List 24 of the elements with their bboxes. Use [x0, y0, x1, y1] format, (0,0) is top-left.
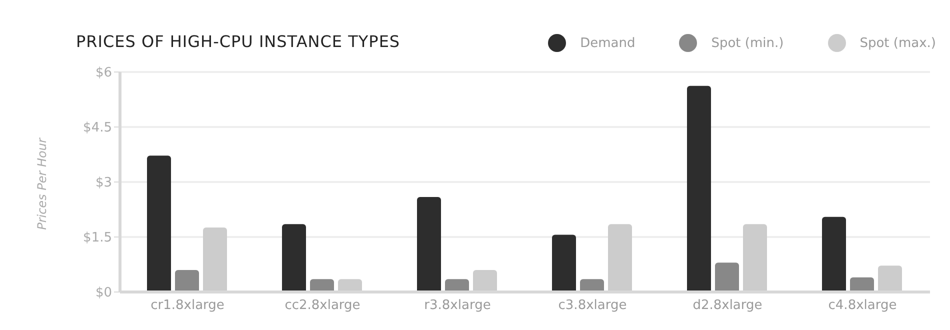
y-tick-label: $1.5 — [83, 230, 112, 246]
bar — [715, 262, 739, 292]
chart-title: PRICES OF HIGH-CPU INSTANCE TYPES — [76, 32, 400, 51]
x-tick-label: cr1.8xlarge — [150, 298, 224, 314]
x-tick-label: r3.8xlarge — [424, 298, 491, 314]
legend-label: Demand — [580, 36, 636, 50]
x-tick-label: cc2.8xlarge — [284, 298, 360, 314]
y-tick-label: $0 — [95, 286, 112, 301]
y-tick-label: $3 — [95, 176, 112, 191]
bar — [552, 234, 576, 292]
legend-label: Spot (min.) — [711, 36, 784, 50]
bar — [282, 224, 306, 292]
x-tick-label: d2.8xlarge — [692, 298, 762, 314]
legend-label: Spot (max.) — [860, 36, 936, 50]
x-tick-label: c4.8xlarge — [828, 298, 897, 314]
y-tick-label: $4.5 — [83, 120, 112, 136]
x-tick-label: c3.8xlarge — [558, 298, 627, 314]
bar — [175, 270, 199, 292]
bar — [417, 197, 441, 292]
bar — [687, 86, 711, 292]
y-tick-label: $6 — [95, 66, 112, 81]
bar — [147, 156, 171, 292]
bar — [822, 216, 846, 292]
y-axis-title: Prices Per Hour — [35, 138, 49, 230]
